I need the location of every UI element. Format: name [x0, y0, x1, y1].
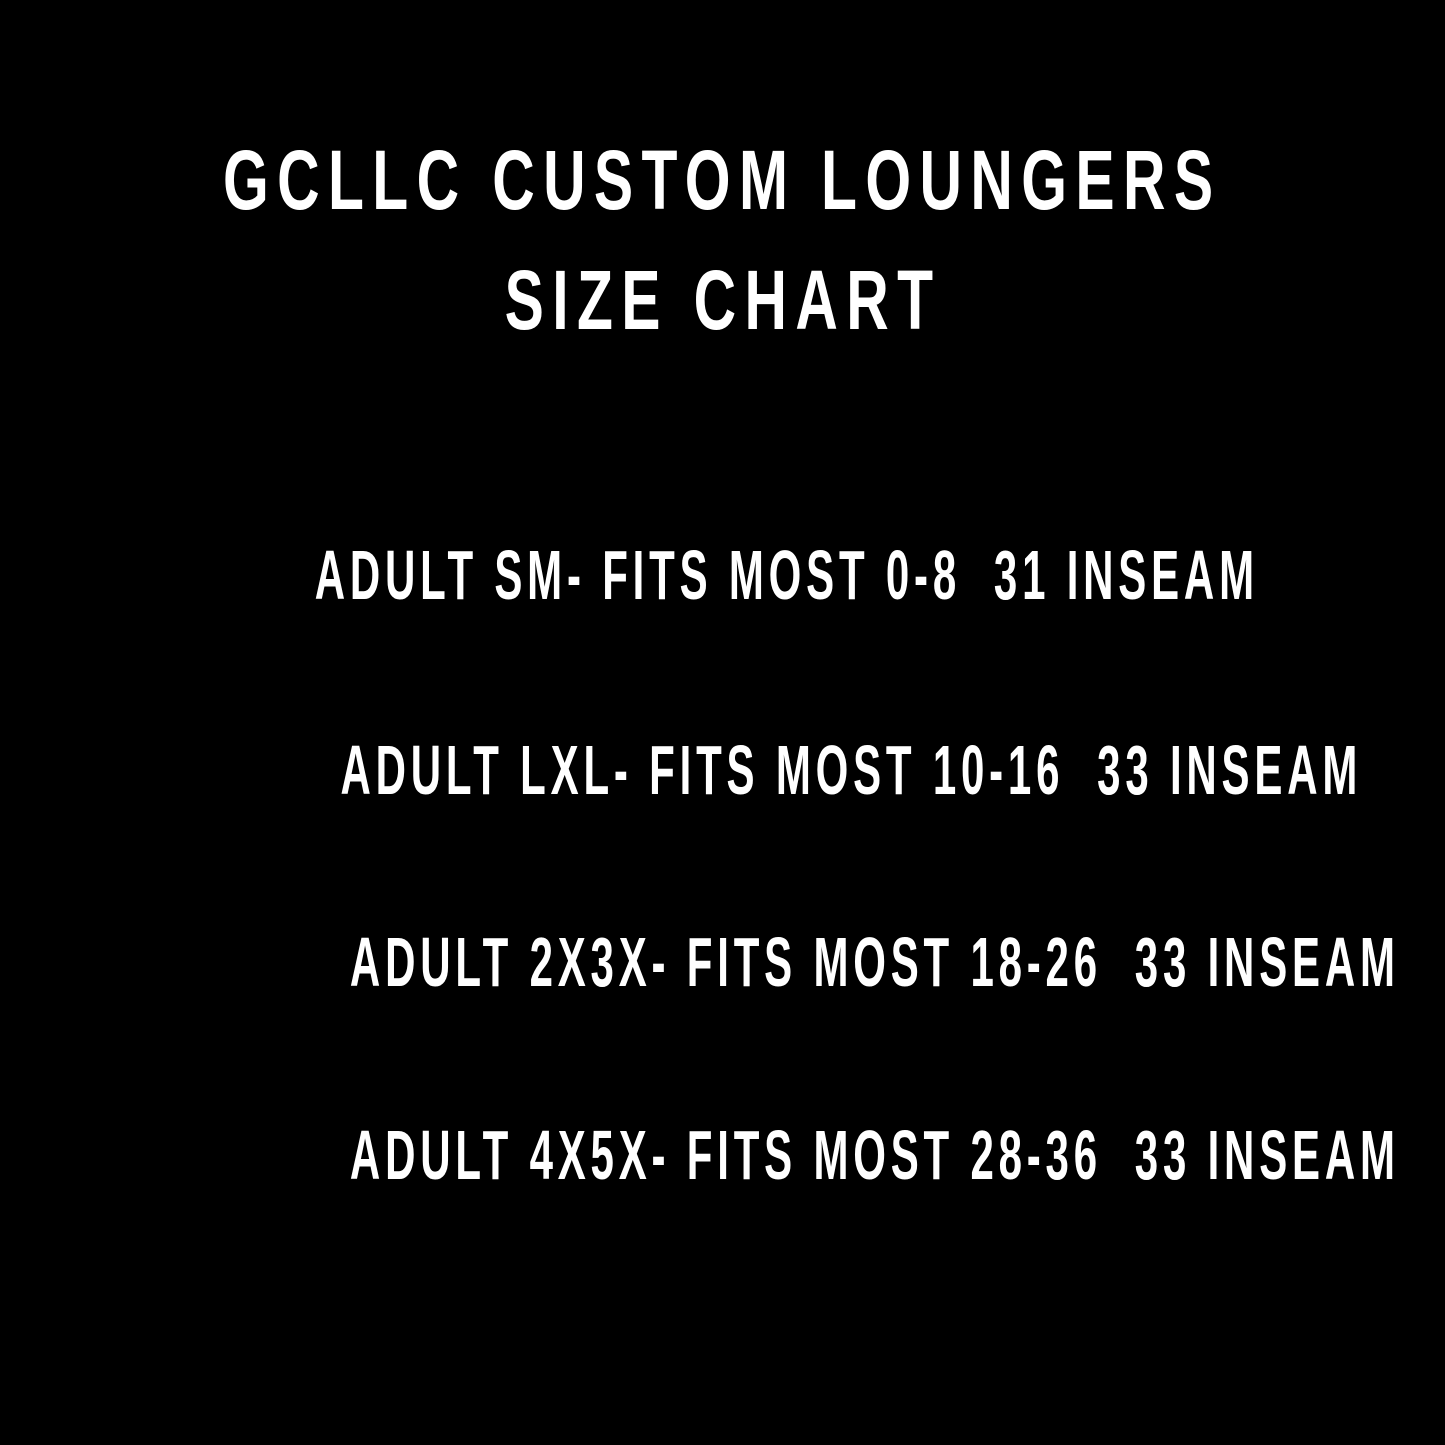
size-row-text: ADULT 2X3X- FITS MOST 18-26 33 INSEAM	[349, 923, 1400, 1001]
title-line-1: GCLLC CUSTOM LOUNGERS	[0, 138, 1445, 222]
size-row-2x3x: ADULT 2X3X- FITS MOST 18-26 33 INSEAM	[0, 927, 1445, 997]
subtitle-text: SIZE CHART	[504, 253, 941, 347]
size-row-text: ADULT 4X5X- FITS MOST 28-36 33 INSEAM	[349, 1116, 1400, 1194]
title-text: GCLLC CUSTOM LOUNGERS	[223, 133, 1222, 227]
size-row-sm: ADULT SM- FITS MOST 0-8 31 INSEAM	[0, 540, 1445, 610]
size-row-text: ADULT SM- FITS MOST 0-8 31 INSEAM	[314, 536, 1259, 614]
title-line-2: SIZE CHART	[0, 258, 1445, 342]
size-row-text: ADULT LXL- FITS MOST 10-16 33 INSEAM	[340, 731, 1363, 809]
size-row-4x5x: ADULT 4X5X- FITS MOST 28-36 33 INSEAM	[0, 1120, 1445, 1190]
size-row-lxl: ADULT LXL- FITS MOST 10-16 33 INSEAM	[0, 735, 1445, 805]
